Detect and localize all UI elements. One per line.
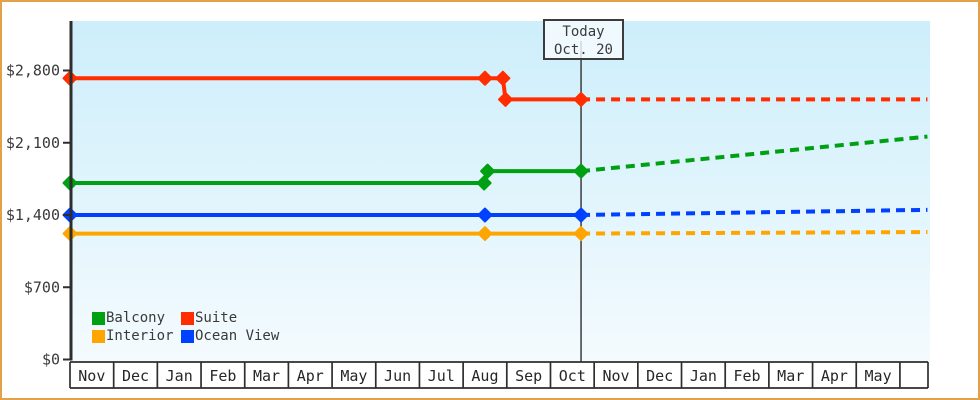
month-label: Jun xyxy=(384,367,411,385)
month-label: Nov xyxy=(602,367,629,385)
month-label: Jan xyxy=(166,367,193,385)
month-label: Jul xyxy=(428,367,455,385)
y-tick-label: $2,800 xyxy=(6,62,60,80)
month-label: Oct xyxy=(559,367,586,385)
legend-item-balcony: Balcony xyxy=(92,311,181,325)
series-balcony xyxy=(62,134,928,191)
data-point-interior xyxy=(477,226,493,242)
today-label: Today xyxy=(562,24,605,40)
legend-label: Suite xyxy=(195,310,238,326)
y-tick-label: $700 xyxy=(24,278,60,296)
legend-label: Balcony xyxy=(106,310,166,326)
series-group xyxy=(62,70,928,242)
month-label: Dec xyxy=(122,367,149,385)
forecast-line-balcony xyxy=(580,134,928,174)
data-point-balcony xyxy=(480,163,496,179)
data-point-ocean-view xyxy=(477,207,493,223)
suite-color-swatch xyxy=(181,311,194,325)
month-label: Sep xyxy=(515,367,542,385)
series-interior xyxy=(62,226,928,242)
data-point-suite xyxy=(497,91,513,107)
ocean-view-color-swatch xyxy=(181,329,194,343)
data-point-ocean-view xyxy=(573,207,589,223)
month-label: Jan xyxy=(690,367,717,385)
series-ocean-view xyxy=(62,207,928,223)
legend-label: Interior xyxy=(106,328,174,344)
forecast-line-ocean-view xyxy=(581,207,928,217)
today-marker-box: Today Oct. 20 xyxy=(543,19,624,60)
month-label: Dec xyxy=(646,367,673,385)
forecast-line-interior xyxy=(581,230,928,236)
month-label: May xyxy=(340,367,367,385)
legend-label: Ocean View xyxy=(195,328,280,344)
month-label: Nov xyxy=(78,367,105,385)
month-label: Mar xyxy=(253,367,280,385)
month-label: Feb xyxy=(733,367,760,385)
legend-item-ocean-view: Ocean View xyxy=(181,329,279,343)
y-axis: $0 $700 $1,400 $2,100 $2,800 xyxy=(6,21,73,369)
data-point-balcony xyxy=(573,163,589,179)
data-point-balcony xyxy=(476,175,492,191)
month-label: Aug xyxy=(471,367,498,385)
series-suite xyxy=(62,70,928,107)
data-point-interior xyxy=(573,226,589,242)
today-date: Oct. 20 xyxy=(553,42,613,58)
month-label: May xyxy=(865,367,892,385)
month-label: Apr xyxy=(821,367,848,385)
balcony-color-swatch xyxy=(92,311,105,325)
y-tick-label: $2,100 xyxy=(6,134,60,152)
data-point-suite xyxy=(477,70,493,86)
month-label: Apr xyxy=(297,367,324,385)
chart-legend: Balcony Suite Interior Ocean View xyxy=(92,311,279,343)
legend-item-suite: Suite xyxy=(181,311,279,325)
y-tick-label: $1,400 xyxy=(6,206,60,224)
interior-color-swatch xyxy=(92,329,105,343)
data-point-suite xyxy=(573,91,589,107)
month-label: Mar xyxy=(777,367,804,385)
legend-item-interior: Interior xyxy=(92,329,181,343)
y-tick-label: $0 xyxy=(42,351,60,369)
x-axis-month-row: Nov Dec Jan Feb Mar Apr May Jun Jul Aug Sep Oct Nov D… xyxy=(69,361,929,389)
month-label: Feb xyxy=(209,367,236,385)
data-point-suite xyxy=(495,70,511,86)
